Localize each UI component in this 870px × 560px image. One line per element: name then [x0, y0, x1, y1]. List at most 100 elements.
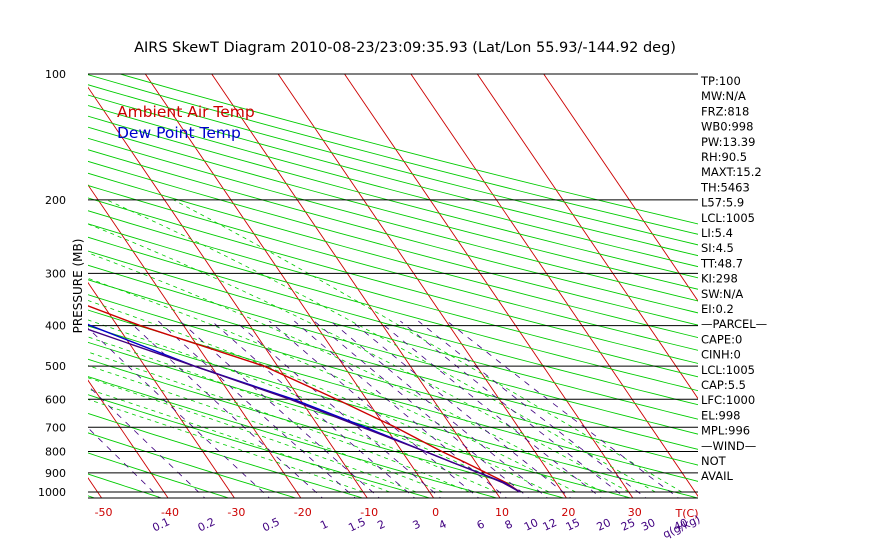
bottom-temp-tick-label: -10 [360, 506, 378, 519]
side-stat-item: MPL:996 [701, 424, 750, 438]
mixing-ratio-line [88, 385, 206, 498]
dry-adiabat-line [88, 394, 432, 498]
pressure-gridlines [88, 73, 698, 499]
dry-adiabat-line [88, 309, 698, 482]
dry-adiabat-line [88, 105, 698, 268]
moist-adiabat-line [173, 199, 683, 493]
isotherm-line [543, 74, 698, 302]
side-stat-item: SI:4.5 [701, 241, 734, 255]
mixing-ratio-tick-label: 6 [475, 517, 487, 532]
dry-adiabat-line [88, 341, 633, 498]
moist-adiabat-line [88, 300, 550, 493]
dry-adiabat-line [88, 160, 698, 326]
isotherm-line [88, 86, 368, 498]
bottom-temp-tick-label: 20 [561, 506, 575, 519]
isotherm-line [88, 379, 169, 498]
dry-adiabat-line [88, 412, 365, 498]
dry-adiabat-line [88, 94, 698, 257]
bottom-temp-tick-label: -40 [161, 506, 179, 519]
mixing-ratio-tick-label: 0.5 [260, 515, 281, 534]
side-stat-item: MAXT:15.2 [701, 165, 762, 179]
mixing-ratio-line [351, 320, 572, 498]
mixing-ratio-tick-label: 25 [619, 516, 637, 534]
mixing-ratio-tick-label: 20 [595, 516, 613, 534]
dry-adiabat-line [88, 452, 231, 498]
background-grid [0, 55, 698, 509]
mixing-ratio-line [330, 320, 549, 498]
pressure-tick-label: 900 [45, 467, 66, 480]
mixing-ratio-line [294, 320, 508, 498]
mixing-ratio-tick-label: 30 [639, 516, 657, 534]
bottom-temp-tick-label: 0 [432, 506, 439, 519]
moist-adiabat-line [88, 365, 443, 493]
isotherm-line [88, 477, 103, 498]
pressure-tick-label: 300 [45, 267, 66, 280]
moist-adiabat-line [88, 336, 497, 493]
mixing-ratio-line [313, 320, 530, 498]
side-stat-item: L57:5.9 [701, 196, 744, 210]
dry-adiabat-line [88, 294, 698, 466]
side-stat-item: EI:0.2 [701, 302, 734, 316]
mixing-ratio-line [418, 320, 647, 498]
pressure-tick-label: 100 [45, 68, 66, 81]
dry-adiabat-line [88, 197, 698, 364]
side-stat-item: EL:998 [701, 408, 741, 422]
dry-adiabat-line [88, 279, 698, 450]
dry-adiabat-line [88, 495, 96, 498]
side-stat-item: CINH:0 [701, 348, 741, 362]
mixing-ratio-tick-label: 1 [318, 517, 330, 532]
dry-adiabat-line [88, 126, 698, 290]
isotherm-line [88, 281, 235, 498]
side-stat-item: CAPE:0 [701, 332, 742, 346]
side-stat-item: TT:48.7 [700, 256, 743, 270]
side-stat-item: —WIND— [701, 439, 756, 453]
pressure-tick-label: 600 [45, 393, 66, 406]
legend-ambient-air-temp: Ambient Air Temp [117, 103, 255, 121]
side-stat-item: CAP:5.5 [701, 378, 746, 392]
dry-adiabat-line [88, 473, 164, 498]
side-stat-item: LFC:1000 [701, 393, 755, 407]
bottom-temp-tick-label: -50 [95, 506, 113, 519]
side-stat-item: LCL:1005 [701, 211, 755, 225]
side-stat-item: SW:N/A [701, 287, 743, 301]
side-stat-item: NOT [701, 454, 727, 468]
side-stat-item: TH:5463 [700, 180, 750, 194]
pressure-tick-label: 200 [45, 194, 66, 207]
dry-adiabat-line [88, 250, 698, 420]
bottom-temp-tick-label: -30 [227, 506, 245, 519]
mixing-ratio-tick-label: 10 [522, 516, 540, 534]
dry-adiabat-line [88, 432, 298, 498]
side-stat-item: AVAIL [701, 469, 734, 483]
bottom-temp-tick-label: 30 [628, 506, 642, 519]
pressure-tick-label: 800 [45, 445, 66, 458]
mixing-ratio-line [400, 320, 627, 498]
side-stat-item: PW:13.39 [701, 135, 755, 149]
pressure-tick-label: 1000 [38, 486, 66, 499]
isotherm-line [343, 74, 634, 498]
x-axis-label: T(C) [675, 507, 699, 520]
pressure-tick-label: 400 [45, 320, 66, 333]
side-stat-item: RH:90.5 [701, 150, 747, 164]
dry-adiabat-line [88, 358, 566, 498]
dry-adiabat-line [88, 223, 698, 392]
side-stat-item: WB0:998 [701, 120, 753, 134]
isotherm-line [410, 74, 698, 497]
side-stat-item: —PARCEL— [701, 317, 767, 331]
side-stat-item: LCL:1005 [701, 363, 755, 377]
dry-adiabat-line [88, 264, 698, 435]
mixing-ratio-tick-label: 12 [541, 516, 559, 534]
sounding-profiles [88, 305, 521, 493]
dry-adiabat-line [88, 115, 698, 279]
parcel-profile-line [88, 328, 521, 493]
isotherm-line [88, 184, 302, 498]
side-stat-item: KI:298 [701, 272, 738, 286]
chart-title: AIRS SkewT Diagram 2010-08-23/23:09:35.9… [134, 40, 676, 56]
isotherm-line [0, 55, 43, 509]
dry-adiabat-line [88, 236, 698, 406]
temperature-profile-line [88, 305, 521, 493]
y-axis-label: PRESSURE (MB) [71, 239, 85, 334]
side-stat-item: TP:100 [700, 74, 741, 88]
dry-adiabat-line [88, 376, 499, 498]
side-stat-item: LI:5.4 [701, 226, 733, 240]
